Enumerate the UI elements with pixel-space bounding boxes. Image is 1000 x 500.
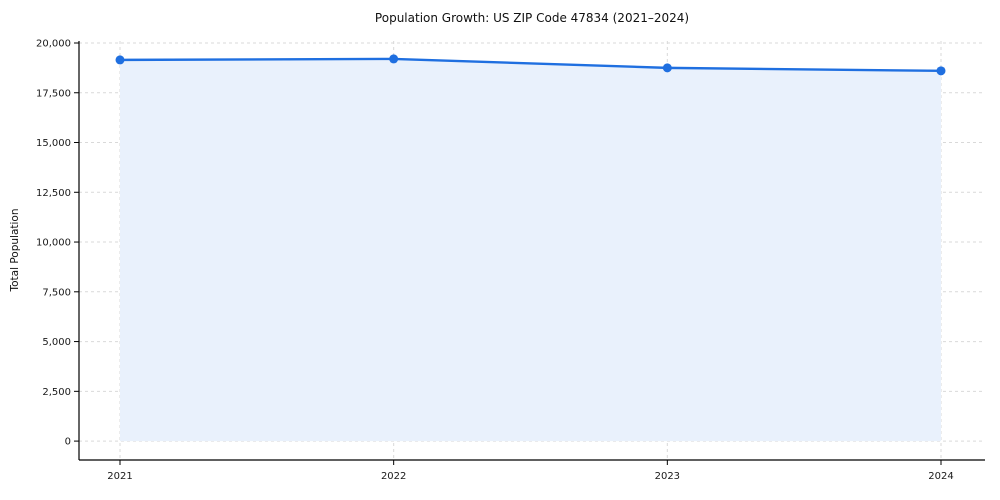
x-tick-label: 2023 (655, 471, 680, 482)
data-point-marker (662, 63, 672, 73)
x-tick-label: 2021 (107, 471, 132, 482)
y-tick-label: 5,000 (42, 337, 71, 348)
y-tick-label: 10,000 (36, 238, 71, 249)
series-area-fill (120, 58, 941, 442)
data-point-marker (936, 66, 946, 76)
chart-title: Population Growth: US ZIP Code 47834 (20… (375, 11, 689, 25)
y-tick-label: 2,500 (42, 387, 71, 398)
x-tick-label: 2024 (928, 471, 953, 482)
y-tick-label: 17,500 (36, 88, 71, 99)
chart-graphics: 0 2,500 5,000 7,500 10,000 12,500 15,000 17,500… (36, 38, 985, 482)
data-point-marker (115, 55, 125, 65)
y-axis-label: Total Population (9, 208, 21, 292)
x-tick-label: 2022 (381, 471, 406, 482)
y-tick-label: 20,000 (36, 38, 71, 49)
series-line (118, 57, 943, 73)
y-tick-label: 12,500 (36, 188, 71, 199)
y-tick-label: 0 (65, 437, 71, 448)
y-tick-label: 15,000 (36, 138, 71, 149)
data-point-marker (389, 54, 399, 64)
y-tick-label: 7,500 (42, 287, 71, 298)
